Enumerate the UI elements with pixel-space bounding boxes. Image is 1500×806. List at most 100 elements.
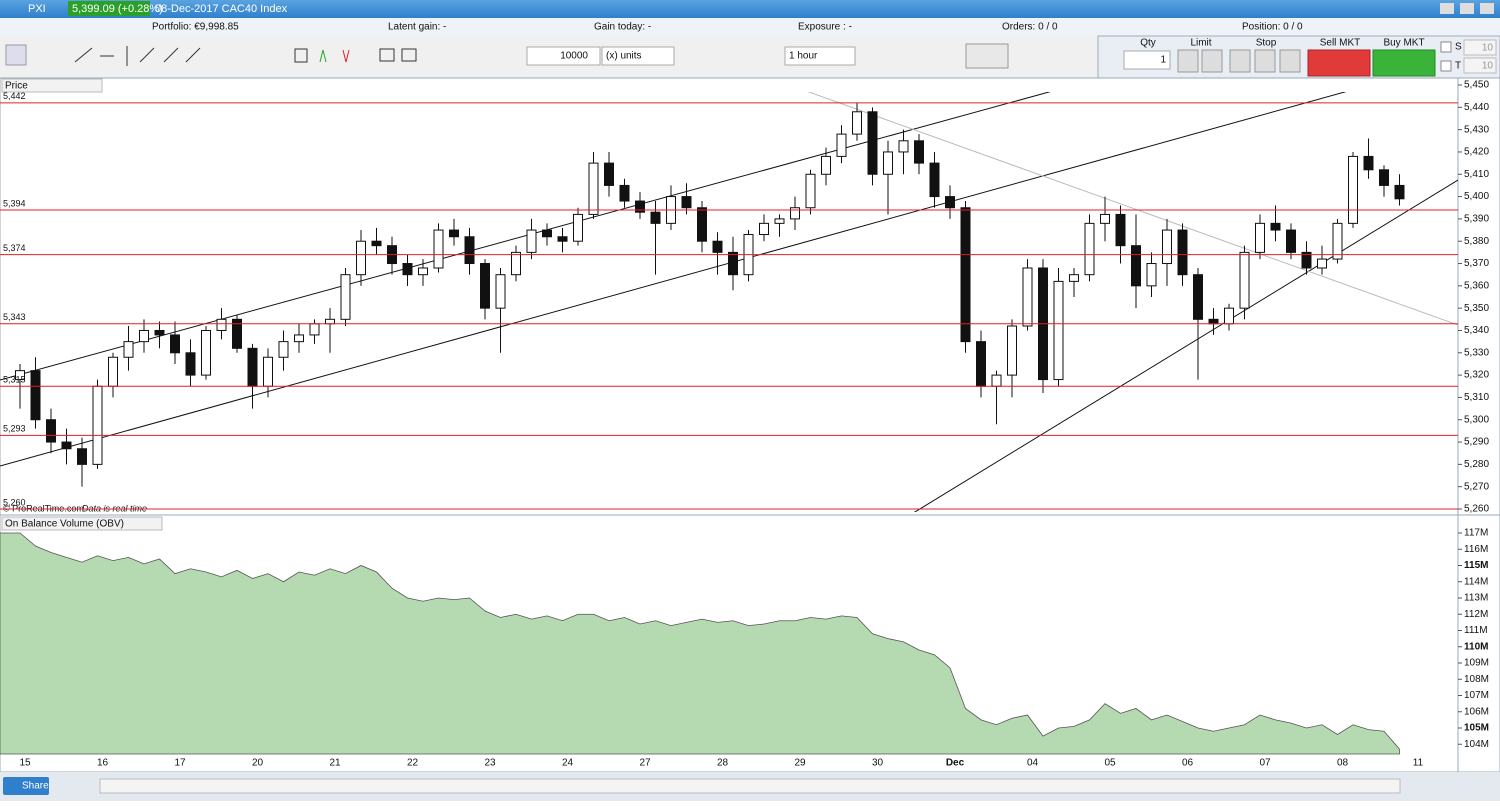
scrollbar[interactable] xyxy=(99,778,1401,794)
share: Share xyxy=(22,781,49,792)
y-tick-label: 109M xyxy=(1464,658,1489,669)
limit-label: Limit xyxy=(1190,38,1211,49)
candle-body xyxy=(449,229,459,238)
y-tick-label: 5,290 xyxy=(1464,437,1489,448)
t-value: 10 xyxy=(1482,61,1494,72)
y-tick-label: 114M xyxy=(1464,576,1488,587)
candle-body xyxy=(588,162,599,215)
y-tick-label: 105M xyxy=(1464,723,1489,734)
candle-body xyxy=(15,370,25,381)
candle-body xyxy=(557,236,568,242)
y-tick-label: 107M xyxy=(1464,690,1489,701)
candle-body xyxy=(402,263,413,276)
candle-body xyxy=(154,329,165,336)
candle-body xyxy=(77,448,87,465)
candle-body xyxy=(1193,274,1203,320)
qty-input[interactable] xyxy=(1123,50,1171,70)
period-select[interactable] xyxy=(784,46,856,66)
x-tick-label: 06 xyxy=(1182,758,1194,769)
candle-body xyxy=(1007,325,1017,376)
candle-body xyxy=(542,229,552,238)
copyright: © ProRealTime.com xyxy=(3,503,84,513)
candle-body xyxy=(1177,229,1188,276)
s-checkbox[interactable] xyxy=(1440,41,1452,53)
candle-body xyxy=(1348,155,1358,224)
level-label: 5,293 xyxy=(3,424,26,434)
y-tick-label: 115M xyxy=(1464,560,1488,571)
candle-body xyxy=(1255,222,1265,253)
units-select[interactable] xyxy=(601,46,675,66)
latent-gain: Latent gain: - xyxy=(388,22,446,33)
y-tick-label: 5,440 xyxy=(1464,102,1489,113)
candle-body xyxy=(867,111,878,175)
symbol: PXI xyxy=(28,3,46,15)
x-tick-label: 11 xyxy=(1413,758,1424,769)
t-label: T xyxy=(1455,61,1461,72)
candle-body xyxy=(774,218,785,224)
x-tick-label: 20 xyxy=(252,758,264,769)
candle-body xyxy=(619,184,630,202)
candle-body xyxy=(46,419,56,443)
candle-body xyxy=(185,352,196,376)
t-input[interactable] xyxy=(1463,57,1497,74)
trend-lines xyxy=(0,92,1458,512)
limit-buy[interactable] xyxy=(1177,49,1199,73)
candle-body xyxy=(108,356,118,387)
sell-button[interactable] xyxy=(1307,49,1371,77)
candle-body xyxy=(697,207,707,242)
candle-body xyxy=(681,196,692,209)
y-tick-label: 5,330 xyxy=(1464,347,1489,358)
y-tick-label: 5,360 xyxy=(1464,280,1489,291)
share-button[interactable] xyxy=(3,777,49,795)
candle-body xyxy=(1317,258,1327,269)
x-tick-label: 15 xyxy=(19,758,31,769)
window-button[interactable] xyxy=(1460,3,1474,14)
price-panel-header xyxy=(1,78,103,93)
candle-body xyxy=(836,133,847,157)
quantity: 10000 xyxy=(560,51,588,62)
candle-body xyxy=(511,251,521,276)
candle-body xyxy=(1208,318,1219,325)
x-tick-label: 28 xyxy=(717,758,729,769)
stop-button[interactable] xyxy=(1254,49,1276,73)
x-tick-label: 21 xyxy=(329,758,341,769)
obv-area xyxy=(0,532,1400,755)
candle-body xyxy=(216,318,227,331)
x-tick-label: 23 xyxy=(484,758,496,769)
level-label: 5,394 xyxy=(3,198,26,208)
candle-body xyxy=(852,111,862,135)
x-tick-label: 30 xyxy=(872,758,884,769)
y-tick-label: 104M xyxy=(1464,739,1489,750)
y-tick-label: 5,340 xyxy=(1464,325,1489,336)
candle-body xyxy=(294,334,304,343)
s-label: S xyxy=(1455,42,1462,53)
candle-body xyxy=(1069,274,1079,282)
y-tick-label: 5,260 xyxy=(1464,504,1489,515)
stop-button[interactable] xyxy=(1229,49,1251,73)
candle-body xyxy=(1022,267,1033,327)
buy-button[interactable] xyxy=(1372,49,1436,77)
s-input[interactable] xyxy=(1463,39,1497,56)
window-button[interactable] xyxy=(1480,3,1494,14)
candle-body xyxy=(1239,251,1250,309)
t-checkbox[interactable] xyxy=(1440,60,1452,72)
sell-label: Sell MKT xyxy=(1320,38,1361,49)
candle-body xyxy=(650,211,661,224)
indicator-button[interactable] xyxy=(965,43,1009,69)
stats-bar xyxy=(0,18,1500,36)
candle-body xyxy=(1394,184,1405,200)
y-tick-label: 116M xyxy=(1464,544,1488,555)
level-label: 5,260 xyxy=(3,497,26,507)
limit-sell[interactable] xyxy=(1201,49,1223,73)
candle-body xyxy=(976,341,986,387)
instrument: 08-Dec-2017 CAC40 Index xyxy=(155,3,288,15)
candle-body xyxy=(821,155,831,175)
window-button[interactable] xyxy=(1440,3,1454,14)
stop-button[interactable] xyxy=(1279,49,1301,73)
quantity-input[interactable] xyxy=(526,46,601,66)
candle-body xyxy=(464,236,475,265)
y-tick-label: 5,450 xyxy=(1464,80,1489,91)
candle-body xyxy=(1363,155,1374,171)
y-tick-label: 110M xyxy=(1464,641,1488,652)
